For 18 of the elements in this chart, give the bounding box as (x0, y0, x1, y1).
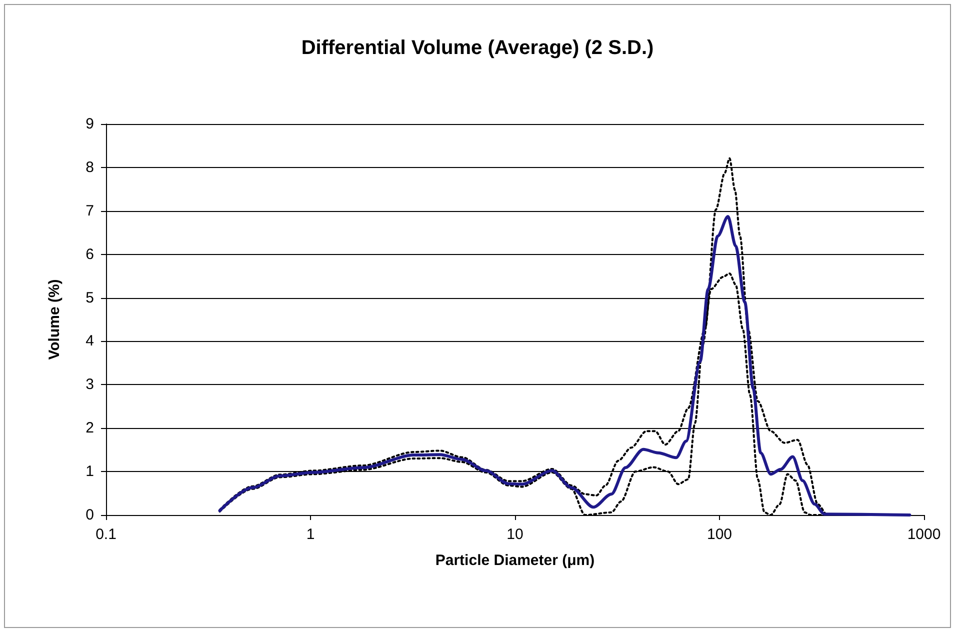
y-tick-label: 0 (86, 506, 94, 524)
y-tick-label: 3 (86, 376, 94, 394)
chart-title: Differential Volume (Average) (2 S.D.) (301, 37, 654, 59)
x-axis-title: Particle Diameter (μm) (435, 552, 595, 569)
y-axis-title: Volume (%) (46, 279, 63, 360)
y-tick-label: 8 (86, 158, 94, 176)
x-tick-label: 100 (706, 526, 732, 543)
x-tick-label: 0.1 (96, 526, 116, 543)
y-tick-label: 5 (86, 289, 94, 306)
y-tick-label: 1 (86, 463, 94, 480)
y-tick-label: 7 (86, 202, 94, 220)
y-tick-label: 9 (86, 116, 94, 132)
x-tick-label: 1000 (907, 526, 941, 543)
x-tick-label: 1 (306, 526, 315, 543)
x-tick-label: 10 (506, 526, 524, 543)
y-tick-label: 2 (86, 420, 94, 437)
y-tick-label: 4 (86, 332, 94, 350)
y-tick-label: 6 (86, 246, 94, 263)
